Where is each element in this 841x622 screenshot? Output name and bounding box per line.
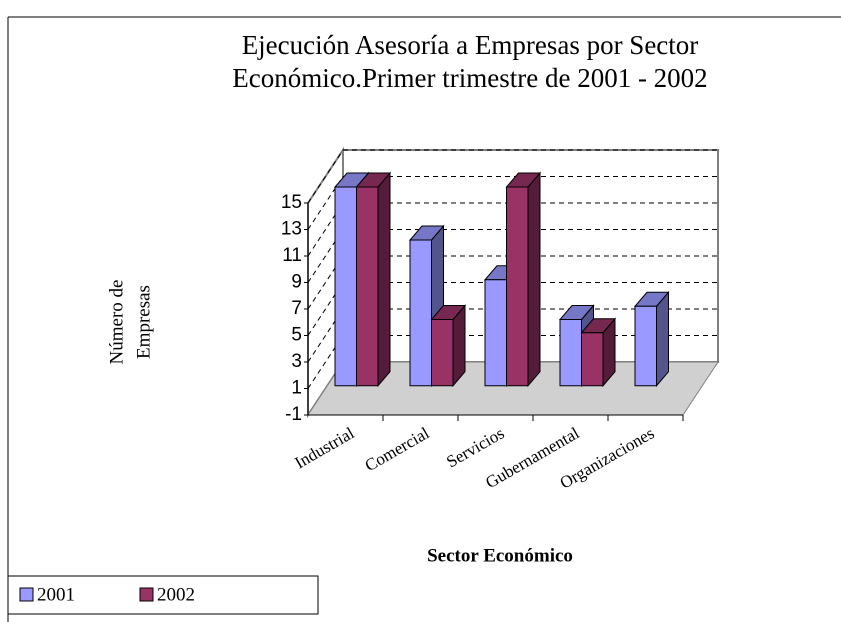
x-tick-label: Industrial [292, 423, 358, 472]
y-tick-label: -1 [285, 404, 302, 425]
grid-line [307, 255, 344, 310]
bar-front [484, 279, 507, 387]
bar [430, 304, 467, 388]
bar-front [559, 319, 582, 387]
legend-swatch [19, 587, 34, 602]
y-tick-label: 11 [282, 245, 302, 266]
grid-line [307, 202, 344, 257]
bar-front [431, 319, 454, 387]
y-tick-label: 9 [291, 272, 302, 293]
x-tick-label: Servicios [443, 423, 507, 471]
y-tick-label: 13 [281, 219, 302, 240]
y-tick-label: 15 [281, 192, 302, 213]
bar-front [634, 305, 657, 387]
y-tick-label: 5 [291, 325, 302, 346]
grid-line [307, 335, 344, 389]
bar [633, 290, 670, 388]
legend-swatch [139, 587, 154, 602]
grid-line [307, 308, 344, 363]
x-tick-label: Comercial [362, 423, 433, 475]
bar-front [409, 239, 432, 387]
bar-side [377, 171, 391, 388]
legend-label: 2001 [37, 584, 75, 605]
chart-title: Ejecución Asesoría a Empresas por Sector [242, 30, 699, 60]
bar-front [356, 186, 379, 387]
x-axis-label: Sector Económico [427, 545, 573, 566]
y-axis-label: Empresas [133, 285, 154, 359]
y-axis-label: Número de [106, 280, 127, 365]
chart-title: Económico.Primer trimestre de 2001 - 200… [232, 63, 707, 93]
bar [505, 171, 542, 388]
grid-line [307, 176, 344, 230]
bar-front [506, 186, 529, 387]
grid-line [307, 229, 344, 283]
y-tick-label: 7 [291, 298, 302, 319]
legend-box [7, 575, 319, 615]
bar-side [656, 290, 669, 388]
grid-line [307, 282, 344, 336]
y-tick-label: 3 [291, 351, 302, 372]
y-tick-label: 1 [291, 378, 302, 399]
bar [580, 317, 617, 388]
legend-label: 2002 [157, 584, 195, 605]
grid-line [307, 149, 344, 204]
bar-side [527, 171, 541, 388]
bar-front [334, 186, 357, 387]
bar [355, 171, 392, 388]
bar-front [581, 332, 604, 387]
